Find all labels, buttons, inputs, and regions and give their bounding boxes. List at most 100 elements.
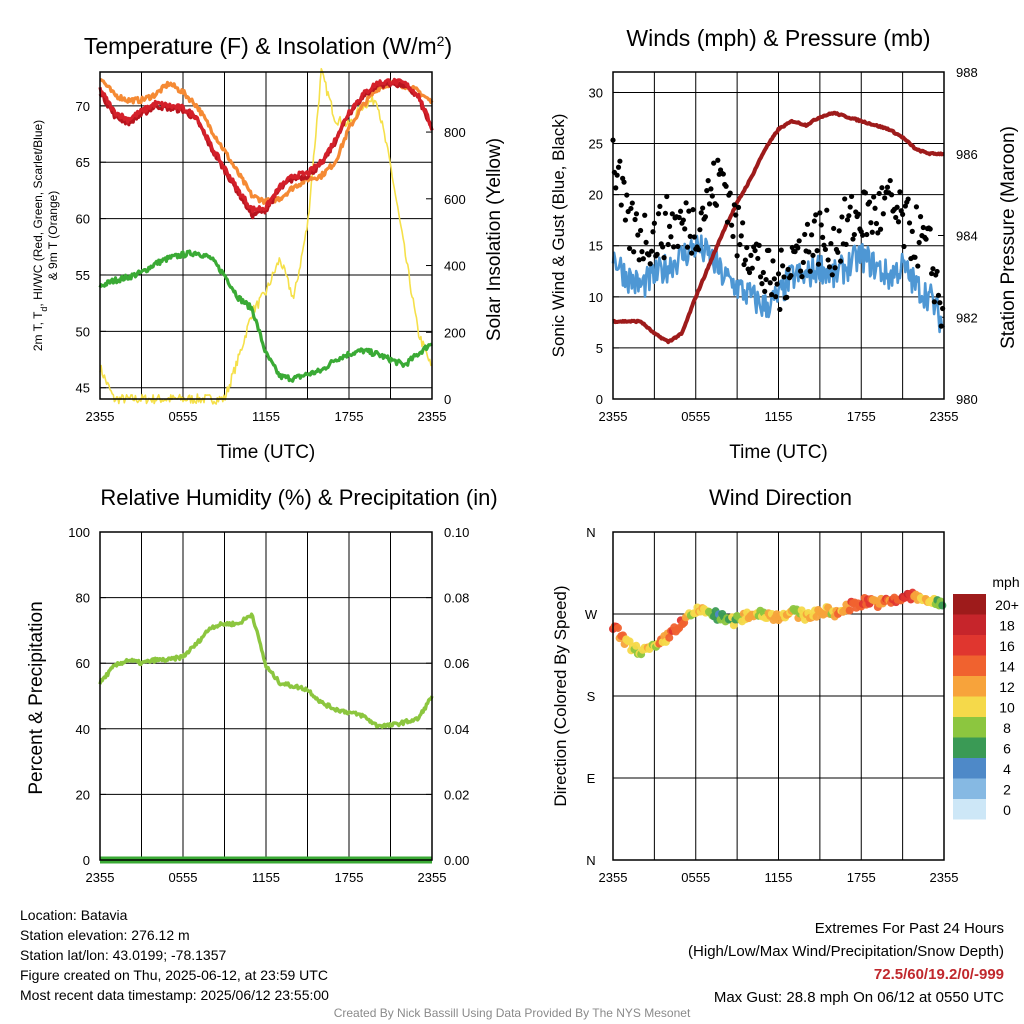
wind-gust-point xyxy=(666,223,673,229)
dir-point xyxy=(665,633,674,642)
wind-gust-point xyxy=(697,227,703,233)
wind-gust-point xyxy=(731,202,737,208)
wind-y2-tick-label: 984 xyxy=(956,229,978,244)
extremes-box: Extremes For Past 24 Hours (High/Low/Max… xyxy=(688,917,1004,1009)
colorbar-title: mph xyxy=(992,574,1019,590)
wind-gust-point xyxy=(700,205,706,211)
wind-gust-point xyxy=(927,226,933,232)
wind-gust-point xyxy=(624,192,630,198)
rh-series-relative-humidity xyxy=(98,612,434,729)
wind-gust-point xyxy=(862,190,868,196)
wind-gust-point xyxy=(797,268,804,274)
extremes-values: 72.5/60/19.2/0/-999 xyxy=(873,966,1004,983)
wind-gust-point xyxy=(752,247,758,254)
wind-gust-point xyxy=(799,274,805,280)
wind-gust-point xyxy=(864,231,870,238)
wind-gust-point xyxy=(837,258,844,264)
wind-gust-point xyxy=(706,201,713,207)
wind-gust-point xyxy=(711,160,717,166)
wind-gust-point xyxy=(930,266,936,272)
wind-gust-point xyxy=(767,280,773,286)
wind-gust-point xyxy=(639,249,645,255)
temp-y-tick-label: 65 xyxy=(76,155,90,170)
wind-x-tick-label: 2355 xyxy=(930,409,959,424)
colorbar-label: 6 xyxy=(1003,741,1011,757)
wind-gust-point xyxy=(879,185,885,191)
wind-gust-point xyxy=(687,233,693,239)
rh-x-tick-label: 2355 xyxy=(86,870,115,885)
temp-x-axis-label: Time (UTC) xyxy=(217,442,316,463)
colorbar-label: 16 xyxy=(999,638,1015,654)
wind-gust-point xyxy=(804,221,811,227)
wind-gust-point xyxy=(846,213,852,219)
wind-gust-point xyxy=(682,226,688,232)
wind-gust-point xyxy=(635,232,641,238)
dir-point xyxy=(632,641,641,650)
wind-gust-point xyxy=(915,263,921,269)
wind-gust-point xyxy=(715,157,721,163)
wind-gust-point xyxy=(695,247,702,253)
wind-gust-point xyxy=(938,323,944,329)
wind-gust-point xyxy=(895,219,902,225)
colorbar-swatch xyxy=(953,758,986,779)
rh-y-tick-label: 20 xyxy=(76,787,90,802)
wind-gust-point xyxy=(836,228,842,234)
wind-gust-point xyxy=(713,202,720,208)
dir-point xyxy=(938,601,947,610)
wind-gust-point xyxy=(876,190,882,197)
wind-gust-point xyxy=(769,291,775,298)
wind-gust-point xyxy=(882,195,888,201)
colorbar-swatch xyxy=(953,614,986,635)
colorbar-label: 10 xyxy=(999,700,1015,716)
colorbar: mph 20+ 18 16 14 12 10 8 6 4 2 0 xyxy=(953,574,1020,820)
wind-gust-point xyxy=(675,243,681,249)
wind-gust-point xyxy=(643,239,649,245)
credit-text: Created By Nick Bassill Using Data Provi… xyxy=(333,1006,691,1020)
wind-gust-point xyxy=(671,244,677,250)
dir-y-tick-label: E xyxy=(587,771,596,786)
wind-gust-point xyxy=(821,242,827,248)
wind-gust-point xyxy=(871,194,877,200)
wind-x-tick-label: 1755 xyxy=(847,409,876,424)
wind-gust-point xyxy=(664,193,670,200)
wind-gust-point xyxy=(633,211,640,217)
wind-gust-point xyxy=(888,192,895,198)
rh-y-tick-label: 60 xyxy=(76,656,90,671)
temp-series-solar-insolation xyxy=(99,68,433,405)
wind-gust-point xyxy=(729,222,735,228)
wind-gust-point xyxy=(631,249,637,255)
wind-gust-point xyxy=(763,276,769,283)
wind-gust-point xyxy=(689,250,695,256)
wind-gust-point xyxy=(934,268,940,275)
dir-point xyxy=(845,606,854,615)
dir-panel: 2355 0555 1155 1755 2355 N E S W N Wind Direction D… xyxy=(551,485,958,885)
wind-gust-point xyxy=(807,268,813,274)
wind-gust-point xyxy=(654,251,660,257)
wind-gust-point xyxy=(923,236,929,242)
wind-gust-point xyxy=(775,271,782,277)
temp-y2-tick-label: 800 xyxy=(444,125,466,140)
wind-gust-point xyxy=(651,220,657,226)
wind-gust-point xyxy=(637,227,644,234)
wind-gust-point xyxy=(839,214,845,220)
wind-gust-point xyxy=(621,179,627,185)
wind-gust-point xyxy=(887,177,893,184)
colorbar-label: 14 xyxy=(999,659,1015,675)
wind-gust-point xyxy=(824,207,830,213)
wind-gust-point xyxy=(835,249,841,255)
wind-gust-point xyxy=(831,225,837,232)
wind-y2-tick-label: 982 xyxy=(956,310,978,325)
wind-gust-point xyxy=(773,294,779,300)
wind-gust-point xyxy=(848,193,855,200)
wind-gust-point xyxy=(698,210,704,216)
wind-gust-point xyxy=(788,272,794,279)
wind-gust-point xyxy=(905,196,911,202)
wind-gust-point xyxy=(720,171,726,177)
colorbar-label: 18 xyxy=(999,618,1015,634)
wind-gust-point xyxy=(780,263,786,269)
wind-panel: 2355 0555 1155 1755 2355 0 5 10 15 20 25 30 980 982 98… xyxy=(549,25,1019,463)
wind-gust-point xyxy=(614,172,620,178)
wind-gust-point xyxy=(640,256,646,262)
wind-gust-point xyxy=(655,211,662,217)
wind-gust-point xyxy=(770,258,776,264)
